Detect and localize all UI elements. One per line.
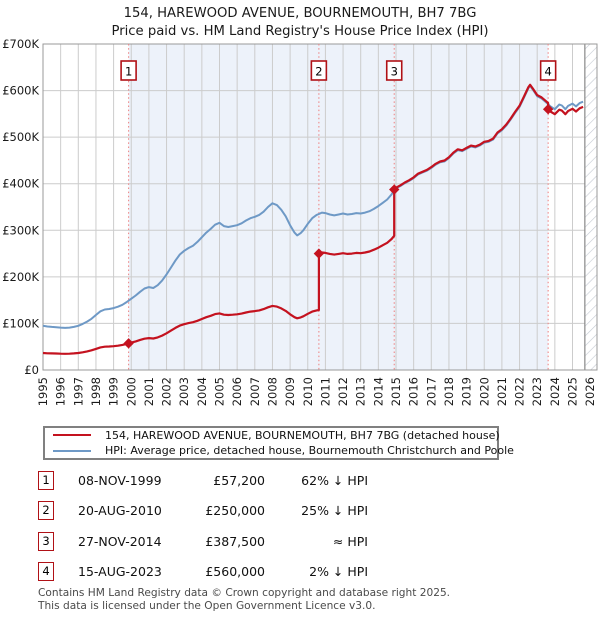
y-tick-label: £700K [2,37,39,51]
license-line-1: Contains HM Land Registry data © Crown c… [38,587,451,599]
sale-row: 1 08-NOV-1999 £57,200 62% ↓ HPI [38,470,478,500]
x-tick-label: 2011 [318,377,332,406]
x-tick-label: 2021 [495,377,509,406]
sales-table: 1 08-NOV-1999 £57,200 62% ↓ HPI 2 20-AUG-2010… [38,470,478,592]
sale-marker [123,338,134,349]
x-tick-label: 2003 [177,377,191,406]
sale-row: 3 27-NOV-2014 £387,500 ≈ HPI [38,531,478,561]
sale-flag-number: 4 [544,65,551,79]
sale-row: 2 20-AUG-2010 £250,000 25% ↓ HPI [38,500,478,530]
y-tick-label: £0 [24,363,39,377]
legend-entry-hpi: HPI: Average price, detached house, Bour… [45,444,514,459]
x-tick-label: 1996 [54,377,68,406]
x-tick-label: 2001 [142,377,156,406]
sale-price: £387,500 [205,533,265,549]
x-tick-label: 2026 [583,377,597,406]
sale-flag-number: 2 [315,65,322,79]
sale-date: 15-AUG-2023 [78,564,162,580]
x-tick-label: 1997 [71,377,85,406]
x-tick-label: 2009 [283,377,297,406]
x-tick-label: 2000 [124,377,138,406]
sale-price: £57,200 [213,473,265,488]
legend: 154, HAREWOOD AVENUE, BOURNEMOUTH, BH7 7… [43,426,514,460]
sale-flag [385,60,403,81]
y-tick-label: £100K [2,316,39,330]
legend-entry-price-paid: 154, HAREWOOD AVENUE, BOURNEMOUTH, BH7 7… [45,428,500,443]
x-tick-label: 2014 [371,377,385,406]
x-tick-label: 1998 [89,377,103,406]
plot-frame [42,43,598,371]
sale-vs-hpi: ≈ HPI [332,533,368,549]
price-line-sample [53,434,91,437]
y-tick-label: £200K [2,270,39,284]
x-tick-label: 2020 [477,377,491,406]
legend-label-price: 154, HAREWOOD AVENUE, BOURNEMOUTH, BH7 7… [105,428,500,442]
y-tick-label: £600K [2,84,39,98]
y-tick-label: £400K [2,177,39,191]
x-tick-label: 2024 [548,377,562,406]
sale-flag-number: 3 [391,65,398,79]
hpi-line-sample [53,449,91,452]
sale-number-box: 2 [38,501,54,521]
x-tick-label: 2002 [160,377,174,406]
sale-date: 08-NOV-1999 [78,473,162,488]
ownership-band [128,44,549,370]
y-tick-label: £300K [2,223,39,237]
x-tick-label: 2019 [460,377,474,406]
future-region [584,44,597,370]
x-tick-label: 2016 [407,377,421,406]
x-tick-label: 1999 [107,377,121,406]
sale-flag-number: 1 [125,65,132,79]
sale-price: £250,000 [205,503,265,519]
x-tick-label: 2010 [301,377,315,406]
sale-marker [542,104,554,115]
sale-number-box: 3 [38,531,54,551]
x-tick-label: 2017 [424,377,438,406]
sale-row: 4 15-AUG-2023 £560,000 2% ↓ HPI [38,561,478,591]
sale-flag [120,60,137,81]
x-tick-label: 2007 [248,377,262,406]
x-tick-label: 2004 [195,377,209,406]
x-tick-label: 2018 [442,377,456,406]
x-tick-label: 2022 [513,377,527,406]
x-tick-label: 2012 [336,377,350,406]
sale-number-box: 4 [38,562,54,582]
x-tick-label: 2025 [566,377,580,406]
x-tick-label: 1995 [36,377,50,406]
x-tick-label: 2023 [530,377,544,406]
sale-number-box: 1 [38,471,54,490]
x-tick-label: 2013 [354,377,368,406]
sale-flag [539,60,557,81]
sale-price: £560,000 [205,564,265,580]
sale-flag [310,60,328,81]
chart-subtitle: Price paid vs. HM Land Registry's House … [111,24,488,39]
x-tick-label: 2008 [265,377,279,406]
x-tick-label: 2005 [213,377,227,406]
sale-vs-hpi: 25% ↓ HPI [301,503,368,519]
price-chart: 154, HAREWOOD AVENUE, BOURNEMOUTH, BH7 7… [2,6,598,406]
sale-marker [313,248,325,259]
x-tick-label: 2006 [230,377,244,406]
x-tick-label: 2015 [389,377,403,406]
sale-date: 20-AUG-2010 [78,503,162,519]
sale-marker [389,184,400,195]
chart-title: 154, HAREWOOD AVENUE, BOURNEMOUTH, BH7 7… [124,6,477,21]
sale-vs-hpi: 62% ↓ HPI [301,473,368,488]
license-line-2: This data is licensed under the Open Gov… [38,599,376,612]
sale-date: 27-NOV-2014 [78,533,162,549]
legend-label-hpi: HPI: Average price, detached house, Bour… [105,444,514,458]
license-footer: Contains HM Land Registry data © Crown c… [38,587,450,612]
y-tick-label: £500K [2,130,39,144]
sale-vs-hpi: 2% ↓ HPI [309,564,368,580]
